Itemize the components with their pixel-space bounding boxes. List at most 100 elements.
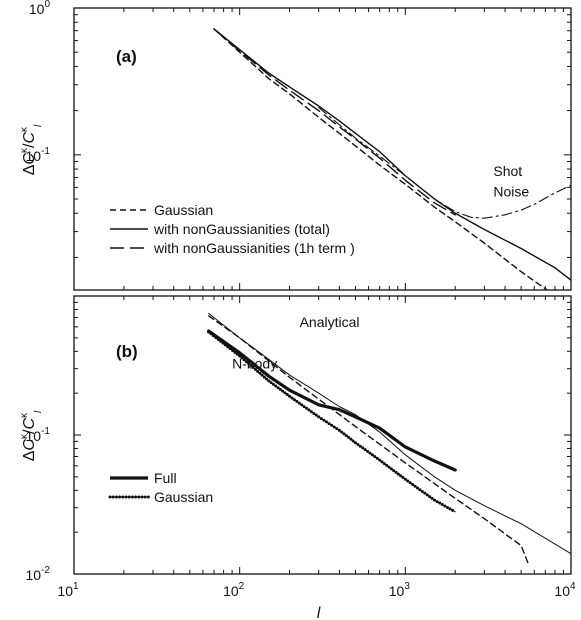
series-point (322, 418, 326, 422)
series-point (368, 451, 372, 455)
series-point (314, 413, 318, 417)
series-point (342, 432, 346, 436)
series-line-0 (213, 28, 549, 290)
series-point (378, 458, 382, 462)
series-point (274, 384, 278, 388)
ylabel-delta: Δ (21, 164, 38, 175)
series-point (443, 504, 447, 508)
series-point (433, 498, 437, 502)
tick-exponent: 4 (570, 581, 576, 592)
ylabel-sup: κ (19, 433, 30, 439)
series-point (300, 403, 304, 407)
series-point (351, 439, 355, 443)
series-point (265, 377, 269, 381)
series-point (420, 489, 424, 493)
series-point (403, 477, 407, 481)
legend-swatch-point (130, 495, 134, 499)
series-point (385, 463, 389, 467)
series-point (228, 347, 232, 351)
annotation: Shot (493, 163, 522, 179)
series-point (418, 488, 422, 492)
series-point (295, 399, 299, 403)
series-point (262, 375, 266, 379)
series-point (247, 362, 251, 366)
annotation: Analytical (300, 314, 360, 330)
series-point (340, 430, 344, 434)
ylabel-sub: l (33, 410, 44, 413)
series-point (307, 408, 311, 412)
series-point (271, 382, 275, 386)
y-tick-label: 10-1 (26, 146, 51, 164)
series-point (223, 343, 227, 347)
tick-exponent: 2 (239, 581, 245, 592)
y-tick-label: 10-2 (26, 565, 51, 583)
series-point (221, 341, 225, 345)
tick-exponent: -2 (41, 565, 50, 576)
annotation: N-body (232, 356, 277, 372)
legend-label: Gaussian (154, 489, 213, 505)
legend-swatch-point (146, 495, 150, 499)
series-point (396, 472, 400, 476)
series-point (319, 417, 323, 421)
series-point (297, 401, 301, 405)
legend-label: with nonGaussianities (total) (153, 221, 330, 237)
series-point (380, 460, 384, 464)
tick-mantissa: 10 (223, 583, 239, 599)
y-axis-label: ΔCκ/Cκl (19, 124, 44, 175)
series-point (344, 434, 348, 438)
series-point (292, 398, 296, 402)
y-axis-label: ΔCκ/Cκl (19, 410, 44, 461)
series-point (211, 334, 215, 338)
ylabel-c: C (21, 439, 38, 451)
series-point (249, 364, 253, 368)
legend-swatch-point (114, 495, 118, 499)
legend-label: with nonGaussianities (1h term ) (153, 240, 355, 256)
series-point (231, 348, 235, 352)
series-point (317, 415, 321, 419)
series-point (413, 484, 417, 488)
series-point (332, 425, 336, 429)
series-line-1 (213, 28, 571, 281)
series-point (358, 444, 362, 448)
series-point (423, 491, 427, 495)
series-point (349, 437, 353, 441)
series-line-2 (208, 312, 571, 555)
series-point (251, 366, 255, 370)
series-point (406, 479, 410, 483)
legend-swatch-point (143, 495, 147, 499)
tick-exponent: 0 (44, 0, 50, 10)
series-point (258, 371, 262, 375)
series-point (335, 427, 339, 431)
legend-swatch-point (127, 495, 131, 499)
series-point (214, 336, 218, 340)
series-point (356, 442, 360, 446)
series-point (305, 406, 309, 410)
series-point (278, 387, 282, 391)
ylabel-c2: C (21, 132, 38, 144)
panel-label: (a) (116, 47, 137, 66)
ylabel-slash: / (21, 429, 38, 434)
series-point (290, 396, 294, 400)
tick-mantissa: 10 (26, 567, 42, 583)
series-point (269, 381, 273, 385)
series-point (302, 405, 306, 409)
panel-label: (b) (116, 342, 138, 361)
tick-mantissa: 10 (389, 583, 405, 599)
ylabel-slash: / (21, 143, 38, 148)
x-tick-label: 104 (554, 581, 576, 599)
legend-swatch-point (108, 495, 112, 499)
series-point (209, 332, 213, 336)
series-point (216, 337, 220, 341)
series-line-3 (207, 315, 529, 564)
series-point (363, 448, 367, 452)
tick-mantissa: 10 (554, 583, 570, 599)
y-tick-label: 100 (29, 0, 51, 17)
series-point (373, 455, 377, 459)
series-point (389, 467, 393, 471)
series-point (366, 449, 370, 453)
tick-mantissa: 10 (57, 583, 73, 599)
legend-swatch-point (137, 495, 141, 499)
